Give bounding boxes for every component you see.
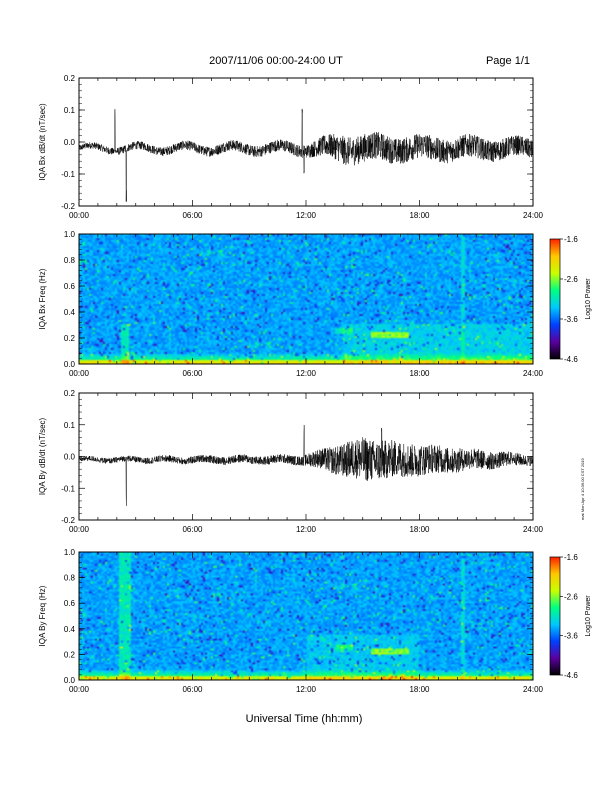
spectrogram-image [79,552,533,680]
colorbar-tick-label: -2.6 [564,275,578,284]
y-tick-label: -0.1 [61,484,75,493]
y-axis-label: IQA Bx dB/dt (nT/sec) [38,103,47,181]
y-tick-label: 0.1 [64,421,76,430]
y-tick-label: 0.2 [64,389,76,398]
x-tick-label: 06:00 [182,211,203,220]
panel-3: 00:00 06:00 12:00 18:00 24:00 0.2 0.1 0.0 -0.1 -0… [38,389,544,534]
x-tick-label: 06:00 [182,525,203,534]
x-tick-label: 18:00 [409,685,430,694]
y-tick-label: 0.8 [64,256,76,265]
y-tick-label: -0.2 [61,516,75,525]
colorbar-label: Log10 Power [585,595,592,637]
colorbar-tick-label: -3.6 [564,315,578,324]
y-tick-label: 0.4 [64,308,76,317]
y-tick-label: 0.6 [64,599,76,608]
y-axis-label: IQA By Freq (Hz) [38,585,47,646]
colorbar [549,556,561,676]
y-tick-label: 0.8 [64,574,76,583]
x-tick-label: 24:00 [523,525,544,534]
y-tick-label: -0.1 [61,170,75,179]
y-tick-label: 1.0 [64,230,76,239]
y-tick-label: 0.4 [64,625,76,634]
y-axis-label: IQA Bx Freq (Hz) [38,268,47,329]
panel-4: -1.6 -2.6 -3.6 -4.6 Log10 Power 00:00 06:00 12:… [38,548,592,694]
figure-title: 2007/11/06 00:00-24:00 UT [209,55,343,67]
y-tick-label: 0.0 [64,453,76,462]
x-tick-label: 12:00 [296,369,317,378]
y-tick-label: 0.2 [64,74,76,83]
x-tick-label: 00:00 [69,685,90,694]
colorbar-tick-label: -3.6 [564,632,578,641]
colorbar-tick-label: -2.6 [564,592,578,601]
x-tick-label: 18:00 [409,211,430,220]
signal-trace [78,425,534,506]
y-tick-label: 0.2 [64,650,76,659]
colorbar-tick-label: -4.6 [564,355,578,364]
y-tick-label: 0.1 [64,106,76,115]
y-tick-label: 0.6 [64,282,76,291]
y-tick-label: 0.0 [64,360,76,369]
colorbar-tick-label: -1.6 [564,553,578,562]
x-tick-label: 24:00 [523,211,544,220]
x-tick-label: 12:00 [296,211,317,220]
y-tick-label: 0.2 [64,334,76,343]
y-axis-label: IQA By dB/dt (nT/sec) [38,417,47,495]
x-tick-label: 12:00 [296,525,317,534]
signal-trace [78,108,534,202]
spectrogram-image [79,234,533,364]
y-tick-label: -0.2 [61,202,75,211]
x-tick-label: 00:00 [69,525,90,534]
x-tick-label: 00:00 [69,211,90,220]
x-tick-label: 24:00 [523,685,544,694]
colorbar-tick-label: -4.6 [564,671,578,680]
x-tick-label: 12:00 [296,685,317,694]
colorbar-label: Log10 Power [585,278,592,320]
x-tick-label: 18:00 [409,525,430,534]
y-tick-label: 1.0 [64,548,76,557]
panel-2: -1.6 -2.6 -3.6 -4.6 Log10 Power 00:00 06:00 12:… [38,230,592,378]
colorbar [549,238,561,360]
x-tick-label: 24:00 [523,369,544,378]
page-indicator: Page 1/1 [486,55,530,67]
panel-1: 00:00 06:00 12:00 18:00 24:00 0.2 0.1 0.0 -0.1 -0… [38,74,544,220]
timestamp-note: mat Mon Apr 4 10:39:00 CST 2019 [580,457,585,520]
x-tick-label: 00:00 [69,369,90,378]
y-tick-label: 0.0 [64,138,76,147]
x-tick-label: 18:00 [409,369,430,378]
y-tick-label: 0.0 [64,676,76,685]
x-tick-label: 06:00 [182,685,203,694]
x-axis-title: Universal Time (hh:mm) [246,713,363,725]
panels: 00:00 06:00 12:00 18:00 24:00 0.2 0.1 0.0 -0.1 -0… [38,74,592,694]
colorbar-tick-label: -1.6 [564,235,578,244]
x-tick-label: 06:00 [182,369,203,378]
